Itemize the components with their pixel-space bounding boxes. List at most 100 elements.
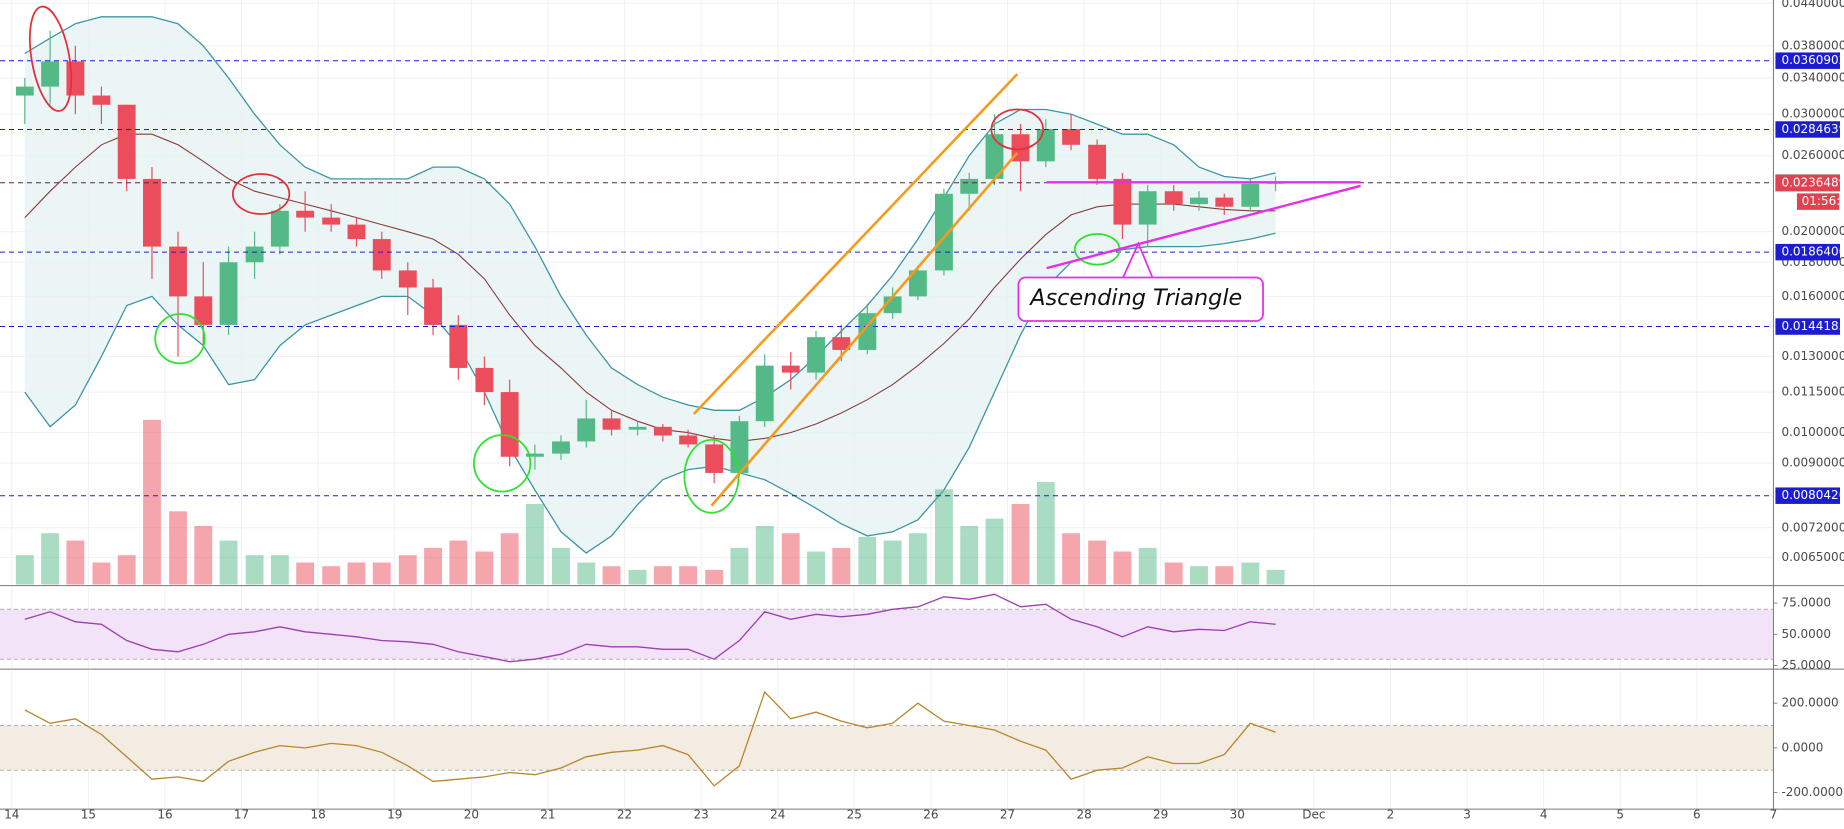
level-box xyxy=(1775,52,1840,69)
candle-body xyxy=(424,287,442,325)
candle-body xyxy=(92,95,111,105)
candle-body xyxy=(194,296,213,325)
annotation-text: Ascending Triangle xyxy=(1028,285,1242,311)
highlight-ellipse xyxy=(231,173,291,215)
candle-body xyxy=(1088,144,1107,179)
volume-bar xyxy=(92,562,111,585)
volume-bar xyxy=(219,540,238,585)
level-label: 0.00804265 xyxy=(1781,488,1844,502)
x-tick-label: 6 xyxy=(1693,807,1701,821)
volume-bar xyxy=(1241,562,1260,585)
countdown-box xyxy=(1796,193,1840,210)
candle-body xyxy=(653,426,672,436)
volume-bar xyxy=(1036,482,1055,585)
candle-body xyxy=(705,444,724,473)
candle-body xyxy=(908,270,927,297)
y-tick-label: 200.0000 xyxy=(1781,696,1838,710)
candle-body xyxy=(322,217,341,225)
volume-bar xyxy=(858,536,877,585)
highlight-ellipse xyxy=(990,108,1045,151)
highlight-ellipse xyxy=(29,5,73,112)
volume-bar xyxy=(832,547,851,585)
price-box xyxy=(1775,174,1840,192)
x-tick-label: 16 xyxy=(157,807,172,821)
candle-body xyxy=(1113,178,1132,225)
candle-body xyxy=(602,418,621,430)
candle-body xyxy=(525,453,544,457)
volume-bar xyxy=(1088,540,1107,585)
volume-bar xyxy=(117,555,136,585)
volume-bar xyxy=(169,511,187,585)
x-tick-label: 14 xyxy=(4,807,19,821)
volume-bar xyxy=(194,525,213,585)
volume-bar xyxy=(1190,566,1208,585)
x-tick-label: 19 xyxy=(387,807,402,821)
volume-bar xyxy=(475,551,494,585)
level-label: 0.03609029 xyxy=(1781,53,1844,67)
callout-pointer xyxy=(1122,241,1154,278)
band-fill xyxy=(0,725,1774,771)
volume-bar xyxy=(653,566,672,585)
volume-bar xyxy=(1164,562,1183,585)
level-box xyxy=(1775,121,1840,138)
volume-bar xyxy=(781,533,800,585)
candle-body xyxy=(1036,129,1055,162)
band-lower xyxy=(24,232,1276,554)
candle-body xyxy=(270,210,289,247)
volume-bar xyxy=(143,419,161,585)
x-tick-label: 2 xyxy=(1387,807,1395,821)
y-tick-label: 25.0000 xyxy=(1781,658,1831,672)
candle-body xyxy=(41,61,60,87)
x-tick-label: 21 xyxy=(540,807,555,821)
x-tick-label: 20 xyxy=(464,807,479,821)
y-tick-label: 50.0000 xyxy=(1781,627,1831,641)
volume-bar xyxy=(424,547,442,585)
candle-body xyxy=(245,246,264,263)
volume-bar xyxy=(270,555,289,585)
volume-bar xyxy=(1266,569,1285,585)
candle-body xyxy=(985,134,1004,179)
y-tick-label: 75.0000 xyxy=(1781,596,1831,610)
x-tick-label: 5 xyxy=(1616,807,1624,821)
volume-bar xyxy=(1062,533,1081,585)
volume-bar xyxy=(66,540,85,585)
volume-bar xyxy=(525,503,544,585)
y-tick-label: -200.0000 xyxy=(1781,785,1843,799)
volume-bar xyxy=(41,533,60,585)
x-tick-label: 7 xyxy=(1770,807,1778,821)
candle-body xyxy=(1138,191,1157,225)
x-tick-label: 17 xyxy=(234,807,249,821)
highlight-circle xyxy=(154,313,206,365)
x-tick-label: 24 xyxy=(770,807,785,821)
volume-bar xyxy=(398,555,417,585)
volume-bar xyxy=(1215,566,1234,585)
volume-bar xyxy=(322,566,341,585)
countdown: 01:56:45 xyxy=(1802,194,1844,208)
candle-body xyxy=(552,441,570,454)
volume-bar xyxy=(552,547,570,585)
band-fill xyxy=(0,609,1774,660)
x-tick-label: Dec xyxy=(1302,807,1325,821)
x-tick-label: 26 xyxy=(923,807,938,821)
volume-bar xyxy=(577,562,596,585)
candle-body xyxy=(1241,183,1260,207)
x-tick-label: 25 xyxy=(847,807,862,821)
candle-body xyxy=(1215,197,1234,207)
candle-body xyxy=(66,61,85,96)
volume-bar xyxy=(1113,551,1132,585)
candle-body xyxy=(398,270,417,288)
candle-body xyxy=(781,365,800,373)
x-tick-label: 18 xyxy=(311,807,326,821)
candle-body xyxy=(372,239,391,271)
candle-body xyxy=(628,426,647,430)
